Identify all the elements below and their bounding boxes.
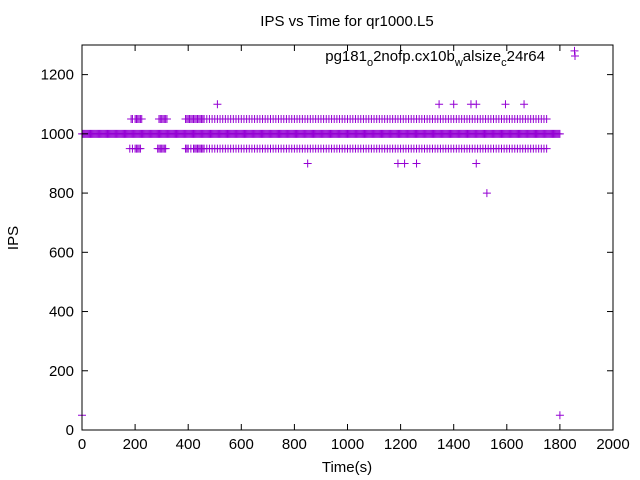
y-tick-label: 800 <box>49 185 74 202</box>
data-point <box>303 159 312 168</box>
data-point <box>435 100 444 109</box>
data-point <box>555 411 564 420</box>
x-tick-label: 400 <box>176 436 201 453</box>
data-point <box>412 159 421 168</box>
x-tick-label: 1800 <box>543 436 576 453</box>
x-tick-label: 800 <box>282 436 307 453</box>
data-points <box>78 46 579 420</box>
data-point <box>520 100 529 109</box>
data-point <box>472 100 481 109</box>
x-tick-label: 1600 <box>490 436 523 453</box>
y-tick-label: 1000 <box>41 126 74 143</box>
y-axis: 0 200 400 600 800 1000 1200 <box>41 67 613 439</box>
x-tick-label: 1000 <box>331 436 364 453</box>
data-point <box>161 144 170 153</box>
legend-marker <box>571 52 579 60</box>
data-point <box>555 129 564 138</box>
chart-title: IPS vs Time for qr1000.L5 <box>260 13 433 30</box>
x-axis: 0 200 400 600 800 1000 1200 1400 1600 1800 2000 <box>78 45 630 453</box>
y-tick-label: 200 <box>49 363 74 380</box>
x-tick-label: 600 <box>229 436 254 453</box>
y-axis-label: IPS <box>5 226 22 250</box>
data-point <box>472 159 481 168</box>
plot-frame <box>81 44 614 431</box>
data-point <box>213 100 222 109</box>
data-point <box>501 100 510 109</box>
x-tick-label: 2000 <box>596 436 629 453</box>
y-tick-label: 1200 <box>41 67 74 84</box>
y-tick-label: 0 <box>66 422 74 439</box>
x-axis-label: Time(s) <box>322 459 372 476</box>
x-tick-label: 1200 <box>384 436 417 453</box>
data-point <box>482 189 491 198</box>
x-tick-label: 1400 <box>437 436 470 453</box>
y-tick-label: 400 <box>49 304 74 321</box>
y-tick-label: 600 <box>49 244 74 261</box>
data-point <box>400 159 409 168</box>
legend-series-label: pg181o2nofp.cx10bwalsizec24r64 <box>325 48 545 69</box>
x-tick-label: 0 <box>78 436 86 453</box>
data-point <box>132 115 141 124</box>
data-point <box>542 144 551 153</box>
data-point <box>162 115 171 124</box>
data-point <box>136 144 145 153</box>
data-point <box>542 115 551 124</box>
legend: pg181o2nofp.cx10bwalsizec24r64 <box>325 48 579 69</box>
data-point <box>449 100 458 109</box>
x-tick-label: 200 <box>123 436 148 453</box>
